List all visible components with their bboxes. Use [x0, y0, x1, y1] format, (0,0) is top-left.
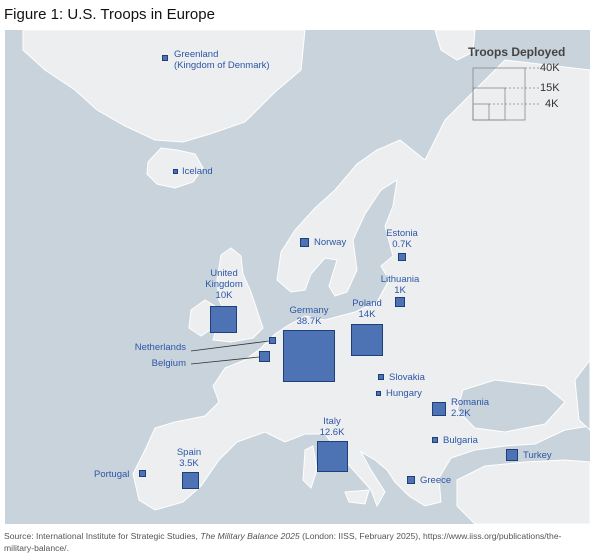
spain-marker [182, 472, 199, 489]
legend-squares [472, 67, 540, 121]
norway-label: Norway [314, 237, 347, 248]
greece-label: Greece [420, 475, 452, 486]
netherlands-marker [269, 337, 276, 344]
legend-value-40k: 40K [540, 62, 560, 74]
italy-name: Italy [323, 416, 341, 427]
lithuania-label: Lithuania 1K [373, 274, 427, 296]
greenland-marker [162, 55, 168, 61]
spain-name: Spain [176, 447, 202, 458]
italy-marker [317, 441, 348, 472]
legend-square-4k [472, 103, 490, 121]
norway-marker [300, 238, 309, 247]
black-sea-shape [456, 379, 566, 433]
sicily-shape [344, 489, 370, 505]
source-publication: The Military Balance 2025 [200, 531, 300, 541]
sardinia-shape [302, 445, 318, 489]
slovakia-label: Slovakia [389, 372, 425, 383]
iceland-shape [146, 147, 204, 189]
source-suffix: (London: IISS, February 2025), https://w… [4, 531, 562, 553]
hungary-marker [376, 391, 381, 396]
greenland-name-line2: (Kingdom of Denmark) [174, 60, 270, 71]
belgium-marker [259, 351, 270, 362]
germany-name: Germany [289, 305, 329, 316]
source-note: Source: International Institute for Stra… [4, 530, 590, 554]
poland-name: Poland [352, 298, 382, 309]
turkey-shape [456, 459, 590, 524]
iceland-marker [173, 169, 178, 174]
europe-map: Troops Deployed 40K 15K 4K Greenland (Ki… [5, 30, 590, 524]
hungary-label: Hungary [386, 388, 422, 399]
uk-label: United Kingdom 10K [194, 268, 254, 301]
legend-value-15k: 15K [540, 82, 560, 94]
italy-value: 12.6K [319, 427, 345, 438]
portugal-marker [139, 470, 146, 477]
legend-value-4k: 4K [545, 98, 559, 110]
belgium-leader-line [190, 356, 260, 365]
poland-marker [351, 324, 383, 356]
turkey-marker [506, 449, 518, 461]
romania-value: 2.2K [451, 408, 471, 419]
uk-marker [210, 306, 237, 333]
bulgaria-marker [432, 437, 438, 443]
estonia-value: 0.7K [392, 239, 412, 250]
greenland-label: Greenland (Kingdom of Denmark) [174, 49, 270, 71]
belgium-label: Belgium [151, 358, 186, 369]
estonia-label: Estonia 0.7K [379, 228, 425, 250]
netherlands-leader-line [190, 340, 270, 352]
italy-label: Italy 12.6K [310, 416, 354, 438]
estonia-marker [398, 253, 406, 261]
legend-square-40k [472, 67, 526, 121]
map-basemap [22, 30, 590, 524]
turkey-label: Turkey [523, 450, 552, 461]
lithuania-marker [395, 297, 405, 307]
iceland-label: Iceland [182, 166, 213, 177]
slovakia-marker [378, 374, 384, 380]
uk-name-line2: Kingdom [205, 279, 243, 290]
source-prefix: Source: International Institute for Stra… [4, 531, 201, 541]
poland-value: 14K [358, 309, 376, 320]
caspian-shape [574, 359, 590, 431]
spain-label: Spain 3.5K [169, 447, 209, 469]
estonia-name: Estonia [386, 228, 418, 239]
romania-marker [432, 402, 446, 416]
netherlands-label: Netherlands [134, 342, 186, 353]
portugal-label: Portugal [94, 469, 130, 480]
uk-value: 10K [215, 290, 233, 301]
legend-title: Troops Deployed [468, 45, 566, 59]
germany-label: Germany 38.7K [280, 305, 338, 327]
romania-label: Romania 2.2K [451, 397, 489, 419]
greece-marker [407, 476, 415, 484]
poland-label: Poland 14K [345, 298, 389, 320]
lithuania-value: 1K [394, 285, 406, 296]
greenland-name: Greenland [174, 49, 219, 60]
bulgaria-label: Bulgaria [443, 435, 478, 446]
germany-marker [283, 330, 335, 382]
germany-value: 38.7K [296, 316, 322, 327]
spain-value: 3.5K [179, 458, 199, 469]
svalbard-shape [434, 30, 476, 61]
lithuania-name: Lithuania [380, 274, 420, 285]
uk-name: United [210, 268, 238, 279]
greenland-shape [22, 30, 306, 143]
figure-title: Figure 1: U.S. Troops in Europe [4, 6, 215, 23]
romania-name: Romania [451, 397, 490, 408]
